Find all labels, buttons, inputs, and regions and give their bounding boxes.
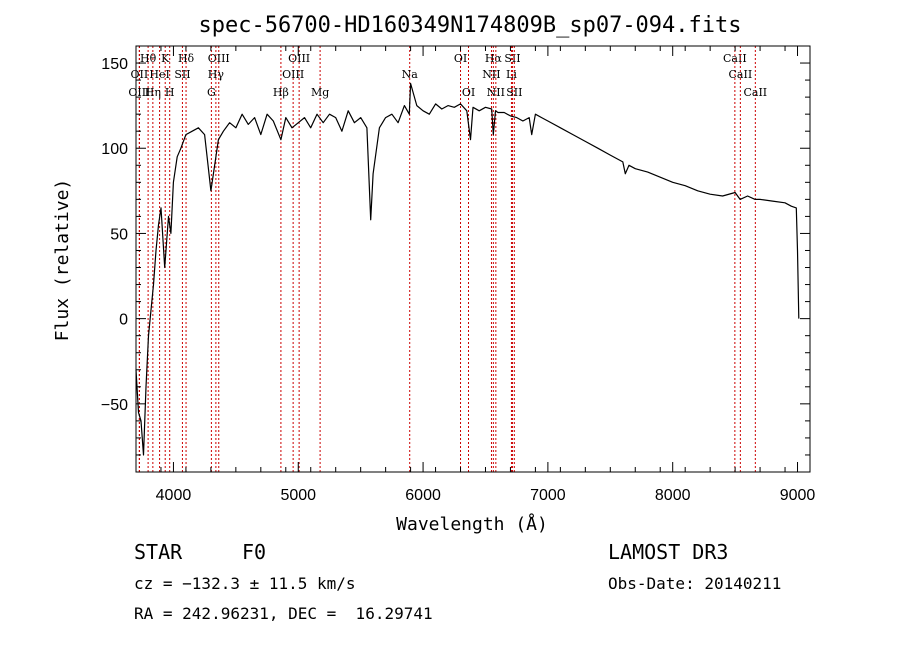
- spectral-line-label: SII: [506, 86, 522, 99]
- y-axis-label: Flux (relative): [52, 179, 73, 342]
- spectral-line-label: Hβ: [273, 86, 289, 99]
- spectral-line-label: CaII: [743, 86, 767, 99]
- spectral-line-label: CaII: [723, 52, 747, 65]
- spectral-line-label: Mg: [311, 86, 329, 99]
- spectral-line-label: G: [207, 86, 216, 99]
- spectral-line-label: Hγ: [208, 68, 225, 81]
- spectral-line-label: OI: [454, 52, 467, 65]
- spectral-line-label: OIII: [288, 52, 310, 65]
- x-axis-label: Wavelength (Å): [396, 513, 548, 535]
- spectral-line-label: Hδ: [178, 52, 195, 65]
- plot-frame: [135, 45, 811, 473]
- y-tick-label: 50: [110, 226, 128, 243]
- coordinates: RA = 242.96231, DEC = 16.29741: [134, 604, 433, 623]
- redshift-text: cz = −132.3 ± 11.5 km/s: [134, 574, 356, 593]
- x-tick-label: 6000: [405, 487, 441, 504]
- object-class: STAR: [134, 540, 183, 564]
- spectral-line-label: OIII: [128, 86, 150, 99]
- x-tick-label: 9000: [780, 487, 816, 504]
- y-tick-label: 150: [101, 56, 128, 73]
- spectral-line-label: OIII: [208, 52, 230, 65]
- subclass: F0: [242, 540, 267, 564]
- survey-label: LAMOST DR3: [608, 540, 729, 564]
- x-tick-label: 8000: [655, 487, 691, 504]
- x-tick-label: 4000: [156, 487, 192, 504]
- ticks-layer: 4000 5000 6000 7000 8000 9000 −50 0 50 100 150: [101, 46, 816, 504]
- obs-date: Obs-Date: 20140211: [608, 574, 782, 593]
- spectral-line-label: OIII: [282, 68, 304, 81]
- x-tick-label: 7000: [530, 487, 566, 504]
- spectral-line-label: OI: [462, 86, 475, 99]
- y-tick-label: −50: [101, 397, 128, 414]
- spectrum-layer: [135, 82, 800, 456]
- spectral-line-label: HeI: [149, 68, 169, 81]
- spectral-line-label: Hη: [145, 86, 161, 99]
- spectral-line-label: K: [161, 52, 170, 65]
- spectral-line-label: H: [165, 86, 175, 99]
- spectral-line-label: Na: [402, 68, 419, 81]
- spectral-line-label: CaII: [729, 68, 753, 81]
- spectral-line-label: NII: [487, 86, 505, 99]
- spectral-line-label: SII: [504, 52, 520, 65]
- spectral-line-label: Li: [506, 68, 517, 81]
- spectral-line-label: Hα: [485, 52, 503, 65]
- spectrum-line: [135, 82, 800, 456]
- x-tick-label: 5000: [280, 487, 316, 504]
- spectral-line-label: NII: [482, 68, 500, 81]
- y-tick-label: 0: [119, 312, 128, 329]
- chart-title: spec-56700-HD160349N174809B_sp07-094.fit…: [198, 13, 741, 38]
- spectral-line-label: SII: [174, 68, 190, 81]
- y-tick-label: 100: [101, 141, 128, 158]
